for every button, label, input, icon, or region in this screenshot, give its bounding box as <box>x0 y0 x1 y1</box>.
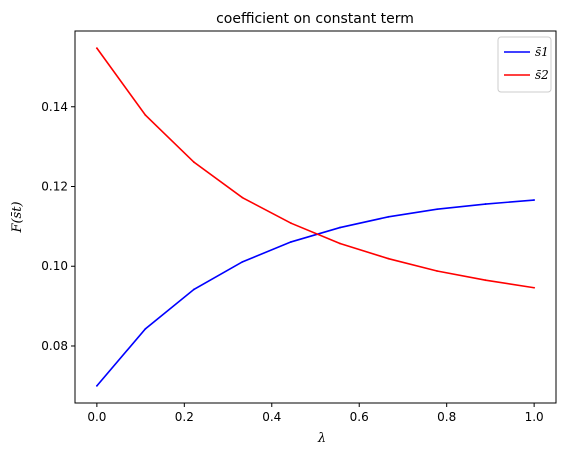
series-2-point-5 <box>339 242 341 245</box>
series-1-point-2 <box>193 288 195 291</box>
y-tick-label: 0.12 <box>41 179 68 193</box>
series-2-point-4 <box>290 222 292 225</box>
series-1-point-9 <box>533 199 536 201</box>
x-tick-label: 0.2 <box>175 410 194 424</box>
x-tick-label: 1.0 <box>525 410 544 424</box>
legend: s̄1 s̄2 <box>497 36 552 93</box>
legend-label-1: s̄1 <box>535 45 549 59</box>
y-tick-label: 0.10 <box>41 259 68 273</box>
series-line-1 <box>96 199 535 387</box>
y-axis-label: F(s̄t) <box>10 201 25 233</box>
series-1-point-7 <box>436 208 438 211</box>
series-2-point-6 <box>387 257 390 260</box>
series-2-point-3 <box>241 196 244 199</box>
series-2-point-9 <box>533 286 536 289</box>
series-layer <box>95 47 536 387</box>
x-tick-label: 0.4 <box>262 410 281 424</box>
chart-title: coefficient on constant term <box>216 11 414 27</box>
y-axis-ticks: 0.08 0.10 0.12 0.14 <box>41 100 75 353</box>
legend-box <box>497 36 552 93</box>
x-tick-label: 0.6 <box>350 410 369 424</box>
legend-label-2: s̄2 <box>535 68 549 82</box>
x-tick-label: 0.0 <box>87 410 106 424</box>
x-axis-label: λ <box>317 431 326 446</box>
series-2-point-0 <box>95 47 98 50</box>
series-1-point-5 <box>339 226 341 229</box>
series-1-point-1 <box>144 327 147 330</box>
x-axis-ticks: 0.0 0.2 0.4 0.6 0.8 1.0 <box>87 403 544 424</box>
series-1-point-0 <box>95 384 98 387</box>
y-tick-label: 0.14 <box>41 100 68 114</box>
series-1-point-3 <box>241 260 244 263</box>
series-2-point-7 <box>436 270 438 272</box>
series-line-2 <box>96 47 535 289</box>
series-1-point-6 <box>387 215 390 218</box>
series-2-point-1 <box>144 114 147 117</box>
series-2-point-2 <box>193 161 195 164</box>
series-2-point-8 <box>484 279 487 282</box>
x-tick-label: 0.8 <box>437 410 456 424</box>
y-tick-label: 0.08 <box>41 339 68 353</box>
plot-frame <box>74 30 557 404</box>
series-1-point-4 <box>290 241 292 243</box>
series-1-point-8 <box>484 203 487 205</box>
